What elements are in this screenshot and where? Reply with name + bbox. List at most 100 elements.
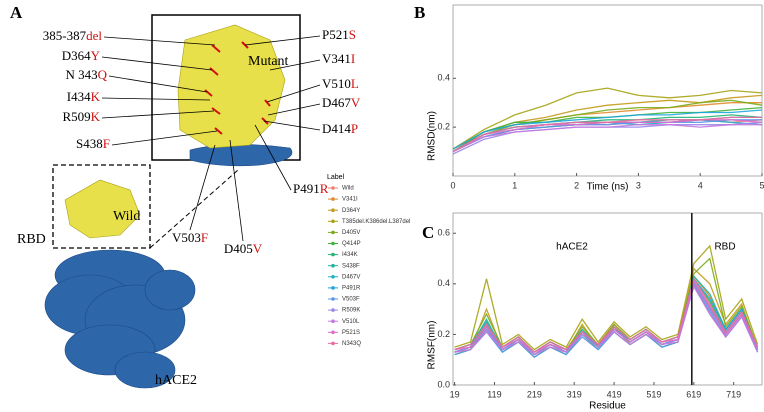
legend-dot xyxy=(331,197,335,201)
mutant-residue: K xyxy=(91,109,101,124)
x-tick-label: 519 xyxy=(646,389,661,399)
y-tick-label: 0.0 xyxy=(437,379,450,389)
legend-label: V510L xyxy=(342,319,360,325)
residue: V503 xyxy=(172,230,201,245)
legend-dot xyxy=(331,230,335,235)
y-tick-label: 0.2 xyxy=(437,122,450,132)
mutation-label: 385-387del xyxy=(43,28,103,43)
legend-label: P521S xyxy=(342,330,360,336)
mutation-label: V341I xyxy=(322,51,355,66)
residue: P491 xyxy=(293,181,320,196)
mutant-residue: P xyxy=(351,121,358,136)
panel-label: C xyxy=(422,223,434,242)
legend-dot xyxy=(331,275,335,279)
legend-dot xyxy=(331,330,335,335)
leader-line xyxy=(229,139,244,242)
y-axis-label: RMSD(nm) xyxy=(427,111,438,161)
residue: D467 xyxy=(322,95,351,110)
series-line xyxy=(452,119,762,153)
x-tick-label: 3 xyxy=(636,180,641,190)
structure-art xyxy=(44,14,301,389)
x-tick-label: 219 xyxy=(527,389,542,399)
hace2-structure xyxy=(44,144,293,389)
residue: D405 xyxy=(224,241,253,256)
mutant-residue: F xyxy=(201,230,208,245)
leader-line xyxy=(189,144,216,231)
x-tick-label: 4 xyxy=(698,180,703,190)
mutation-label: R509K xyxy=(62,109,100,124)
leader-line xyxy=(108,75,208,93)
mutant-residue: F xyxy=(103,136,110,151)
legend-label: V341I xyxy=(342,197,358,203)
x-tick-label: 5 xyxy=(759,180,764,190)
series-line xyxy=(454,284,759,359)
legend-dot xyxy=(331,252,335,257)
legend-dot xyxy=(331,186,335,190)
mutant-residue: Q xyxy=(98,67,108,82)
series-line xyxy=(454,284,759,356)
residue: N 343 xyxy=(65,67,97,82)
mutant-residue: L xyxy=(351,76,359,91)
legend-dot xyxy=(331,341,335,346)
leader-line xyxy=(263,120,321,131)
x-axis-label: Time (ns) xyxy=(587,182,629,193)
mutant-residue: Y xyxy=(91,48,101,63)
residue: D414 xyxy=(322,121,351,136)
x-tick-label: 319 xyxy=(567,389,582,399)
legend-label: P491R xyxy=(342,285,361,291)
residue: V341 xyxy=(322,51,351,66)
legend-dot xyxy=(331,208,335,212)
plot-frame xyxy=(452,212,763,386)
plot-frame xyxy=(452,4,763,177)
legend-label: I434K xyxy=(342,252,358,258)
y-tick-label: 0.6 xyxy=(437,228,450,238)
x-tick-label: 119 xyxy=(487,389,501,399)
y-axis-label: RMSF(nm) xyxy=(427,321,438,370)
series-line xyxy=(452,87,763,150)
mutant-residue: R xyxy=(320,181,329,196)
rbd-label: RBD xyxy=(17,232,46,247)
legend-dot xyxy=(331,297,335,301)
mutation-label: D405V xyxy=(224,241,263,256)
panel-label: B xyxy=(414,3,425,22)
legend-label: Q414P xyxy=(342,241,361,247)
y-tick-label: 0.4 xyxy=(437,73,450,83)
x-axis-label: Residue xyxy=(589,401,626,412)
annotation: hACE2 xyxy=(556,242,588,253)
legend-label: R509K xyxy=(342,308,360,314)
mutation-label: P491R xyxy=(293,181,329,196)
x-tick-label: 0 xyxy=(450,180,455,190)
mutant-residue: V xyxy=(351,95,361,110)
mutation-label: D364Y xyxy=(62,48,101,63)
leader-line xyxy=(101,110,215,119)
mutation-label: V510L xyxy=(322,76,359,91)
mutant-label: Mutant xyxy=(248,54,289,69)
x-tick-label: 2 xyxy=(574,180,579,190)
residue: P521 xyxy=(322,27,349,42)
series-line xyxy=(452,124,762,153)
residue: D364 xyxy=(62,48,91,63)
wild-box xyxy=(52,164,151,249)
legend-dot xyxy=(331,263,335,268)
legend-dot xyxy=(331,241,335,246)
legend-dot xyxy=(331,286,335,290)
legend-label: D467V xyxy=(342,274,360,280)
residue: S438 xyxy=(76,136,103,151)
mutation-label: V503F xyxy=(172,230,208,245)
leader-line xyxy=(111,130,218,146)
y-tick-label: 0.2 xyxy=(437,329,450,339)
mutant-residue: S xyxy=(349,27,356,42)
leader-line xyxy=(101,56,213,71)
mutation-label: N 343Q xyxy=(65,67,107,82)
x-tick-label: 1 xyxy=(512,180,517,190)
legend-dot xyxy=(331,308,335,312)
leader-line xyxy=(267,103,321,116)
mutation-label: P521S xyxy=(322,27,356,42)
residue: I434 xyxy=(67,89,91,104)
x-tick-label: 419 xyxy=(607,389,622,399)
series-line xyxy=(454,244,759,351)
series-line xyxy=(452,99,763,153)
mutant-residue: del xyxy=(86,28,102,43)
mutation-label: S438F xyxy=(76,136,110,151)
series-line xyxy=(452,116,762,153)
